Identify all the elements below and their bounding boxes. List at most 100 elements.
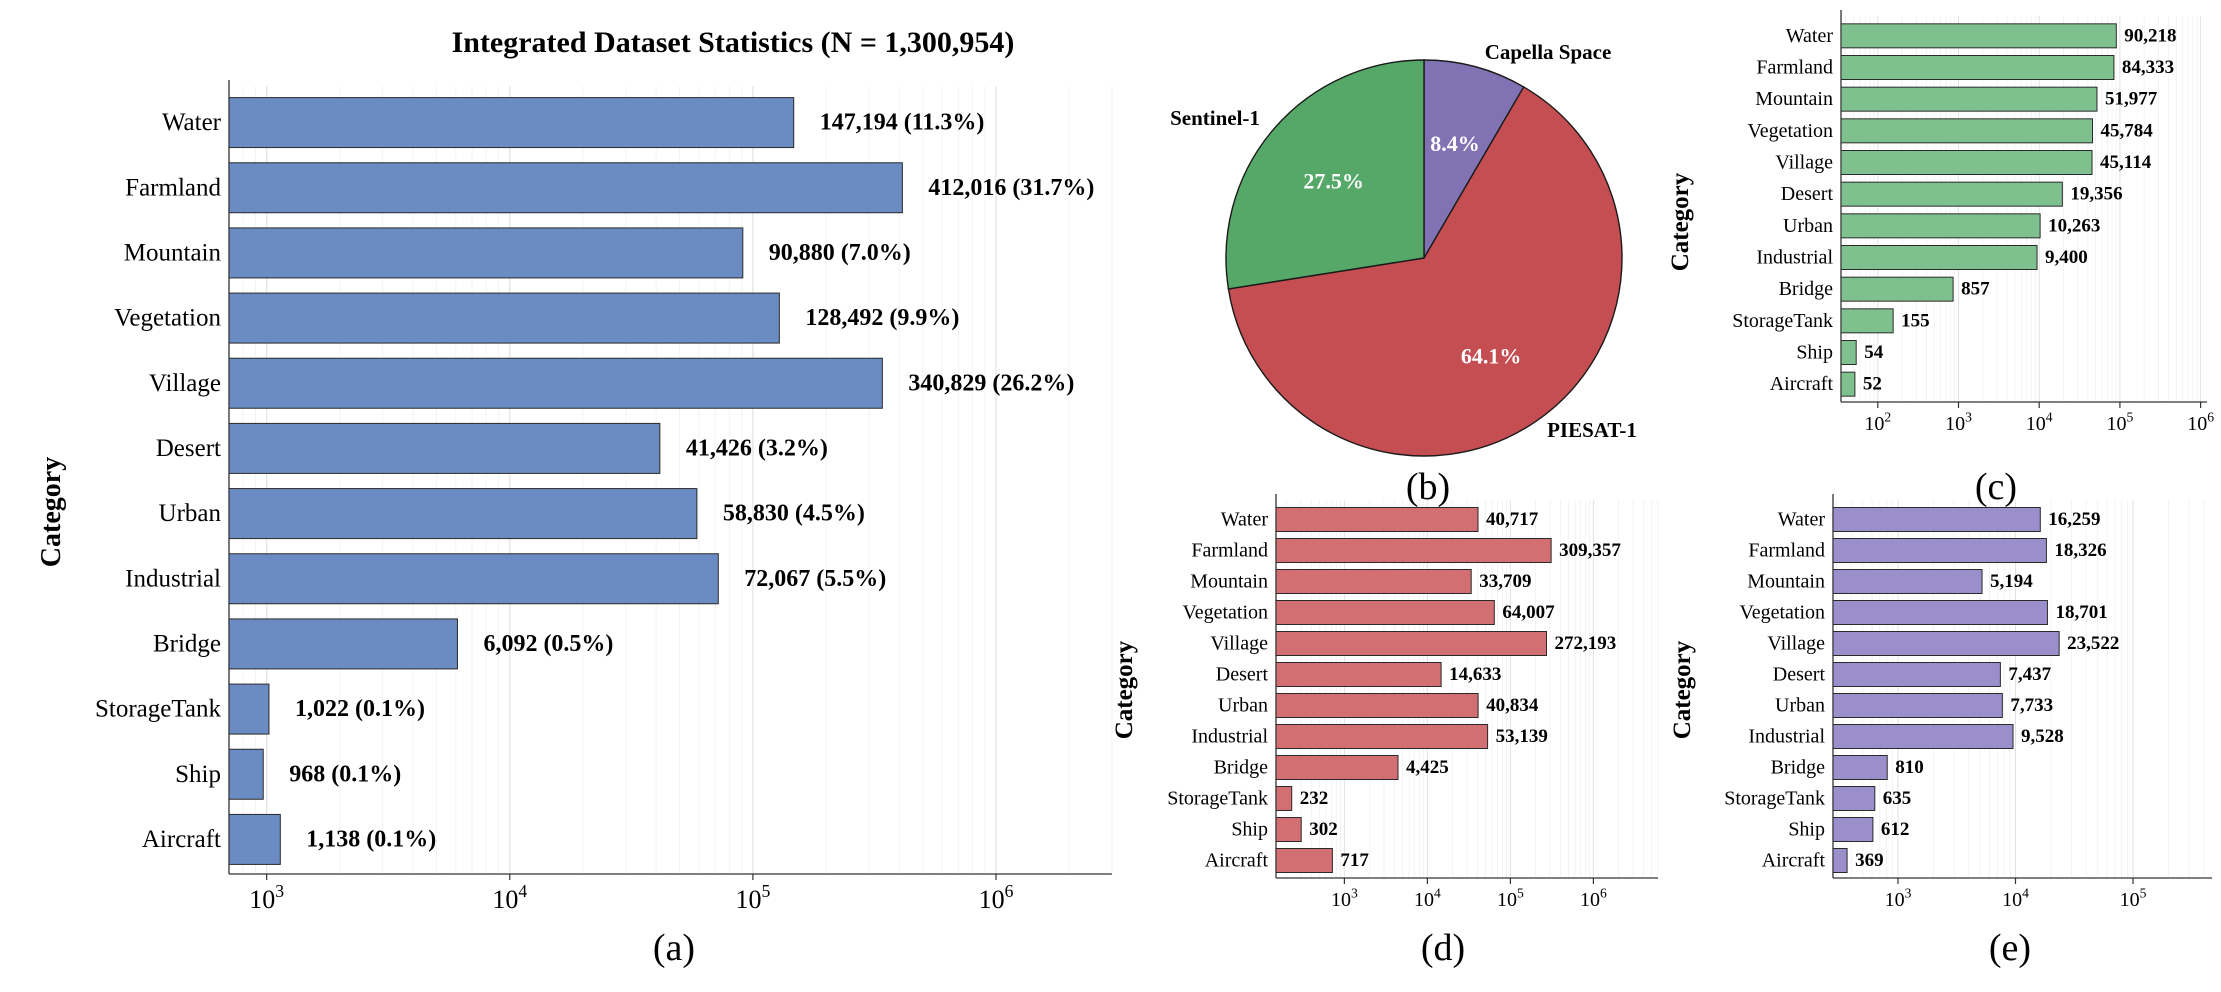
category-label-d: Industrial: [1191, 726, 1268, 748]
category-label-c: Aircraft: [1770, 373, 1834, 395]
bar-a-storagetank: [228, 683, 270, 735]
category-label-a: Urban: [159, 500, 222, 527]
bar-c-water: [1840, 23, 2117, 49]
bar-a-aircraft: [228, 813, 281, 865]
value-label-d: 33,709: [1479, 571, 1531, 592]
category-label-e: Village: [1767, 633, 1825, 655]
category-label-d: Aircraft: [1205, 850, 1269, 872]
category-label-d: Bridge: [1214, 757, 1269, 779]
value-label-c: 45,784: [2101, 120, 2154, 141]
value-label-d: 309,357: [1559, 540, 1621, 561]
value-label-a: 1,138 (0.1%): [306, 826, 436, 852]
bar-e-industrial: [1832, 724, 2014, 749]
pie-slice-name: Capella Space: [1485, 40, 1612, 64]
value-label-e: 7,437: [2008, 664, 2051, 685]
bar-e-aircraft: [1832, 848, 1848, 873]
category-label-e: Urban: [1775, 695, 1825, 717]
y-axis-title-e: Category: [1669, 640, 1696, 739]
category-label-e: Desert: [1773, 664, 1826, 686]
bar-d-storagetank: [1275, 786, 1293, 811]
x-tick-label-e: 103: [1885, 886, 1912, 911]
value-label-d: 64,007: [1502, 602, 1555, 623]
bar-d-ship: [1275, 817, 1302, 842]
bar-c-storagetank: [1840, 308, 1894, 334]
value-label-a: 58,830 (4.5%): [723, 501, 865, 527]
category-label-e: Aircraft: [1762, 850, 1826, 872]
panel-a-integrated-bar-chart: Water 147,194 (11.3%) Farmland 412,016 (31.…: [36, 26, 1113, 914]
bar-a-farmland: [228, 162, 903, 214]
category-label-c: Urban: [1783, 215, 1833, 237]
category-label-a: Village: [149, 370, 221, 397]
value-label-e: 7,733: [2010, 695, 2053, 716]
panel-d-piesat-bar-chart: Water 40,717 Farmland 309,357 Mountain 33,709…: [1111, 494, 1659, 911]
bar-a-water: [228, 97, 795, 149]
panel-label-a: (a): [653, 927, 695, 969]
value-label-e: 16,259: [2048, 509, 2100, 530]
x-tick-label-c: 106: [2187, 410, 2214, 435]
pie-percent-label: 8.4%: [1430, 131, 1480, 156]
bar-e-farmland: [1832, 538, 2047, 563]
bar-c-desert: [1840, 181, 2063, 207]
category-label-a: Mountain: [124, 239, 222, 266]
panel-label-b: (b): [1406, 466, 1450, 508]
bar-a-vegetation: [228, 292, 780, 344]
value-label-d: 40,834: [1486, 695, 1539, 716]
value-label-c: 45,114: [2100, 152, 2152, 173]
category-label-d: Desert: [1216, 664, 1269, 686]
value-label-e: 9,528: [2021, 726, 2064, 747]
value-label-d: 272,193: [1554, 633, 1616, 654]
category-label-a: Desert: [156, 435, 221, 462]
category-label-c: Bridge: [1779, 278, 1834, 300]
bar-a-ship: [228, 748, 264, 800]
category-label-a: Ship: [175, 761, 221, 788]
bar-e-bridge: [1832, 755, 1888, 780]
category-label-a: Aircraft: [142, 826, 221, 853]
category-label-c: Farmland: [1756, 57, 1833, 79]
bar-d-vegetation: [1275, 600, 1495, 625]
value-label-a: 41,426 (3.2%): [686, 435, 828, 461]
x-tick-label-d: 106: [1580, 886, 1607, 911]
x-tick-label-a: 104: [492, 881, 527, 914]
bar-d-village: [1275, 631, 1547, 656]
category-label-c: Industrial: [1756, 247, 1833, 269]
category-label-d: Vegetation: [1182, 602, 1268, 624]
value-label-d: 717: [1340, 850, 1369, 871]
x-tick-label-c: 102: [1864, 410, 1891, 435]
bar-e-mountain: [1832, 569, 1983, 594]
x-tick-label-e: 105: [2120, 886, 2147, 911]
value-label-c: 9,400: [2045, 247, 2088, 268]
category-label-a: Vegetation: [114, 305, 221, 332]
bar-d-aircraft: [1275, 848, 1333, 873]
bar-e-desert: [1832, 662, 2001, 687]
bar-e-urban: [1832, 693, 2003, 718]
bar-e-storagetank: [1832, 786, 1876, 811]
category-label-c: Water: [1786, 25, 1834, 47]
value-label-c: 84,333: [2122, 57, 2174, 78]
panel-label-e: (e): [1989, 927, 2031, 969]
value-label-a: 968 (0.1%): [289, 761, 401, 787]
value-label-c: 155: [1901, 310, 1930, 331]
panel-b-sensor-pie-chart: 8.4% Capella Space 64.1% PIESAT-1 27.5% Senti…: [1170, 40, 1637, 457]
value-label-c: 90,218: [2124, 25, 2176, 46]
bar-e-vegetation: [1832, 600, 2048, 625]
bar-d-water: [1275, 507, 1479, 532]
category-label-c: Village: [1775, 152, 1833, 174]
x-tick-label-d: 104: [1414, 886, 1441, 911]
value-label-e: 18,701: [2055, 602, 2107, 623]
bar-a-mountain: [228, 227, 744, 279]
category-label-e: Ship: [1788, 819, 1825, 841]
y-axis-title-c: Category: [1667, 172, 1694, 271]
x-tick-label-d: 105: [1497, 886, 1524, 911]
value-label-e: 810: [1895, 757, 1924, 778]
category-label-a: StorageTank: [95, 696, 221, 723]
bar-d-farmland: [1275, 538, 1552, 563]
pie-percent-label: 64.1%: [1461, 344, 1522, 369]
category-label-d: Ship: [1231, 819, 1268, 841]
bar-e-ship: [1832, 817, 1874, 842]
bar-a-desert: [228, 422, 661, 474]
bar-c-village: [1840, 150, 2093, 175]
value-label-c: 52: [1863, 374, 1882, 395]
bar-d-mountain: [1275, 569, 1472, 594]
value-label-e: 23,522: [2067, 633, 2119, 654]
